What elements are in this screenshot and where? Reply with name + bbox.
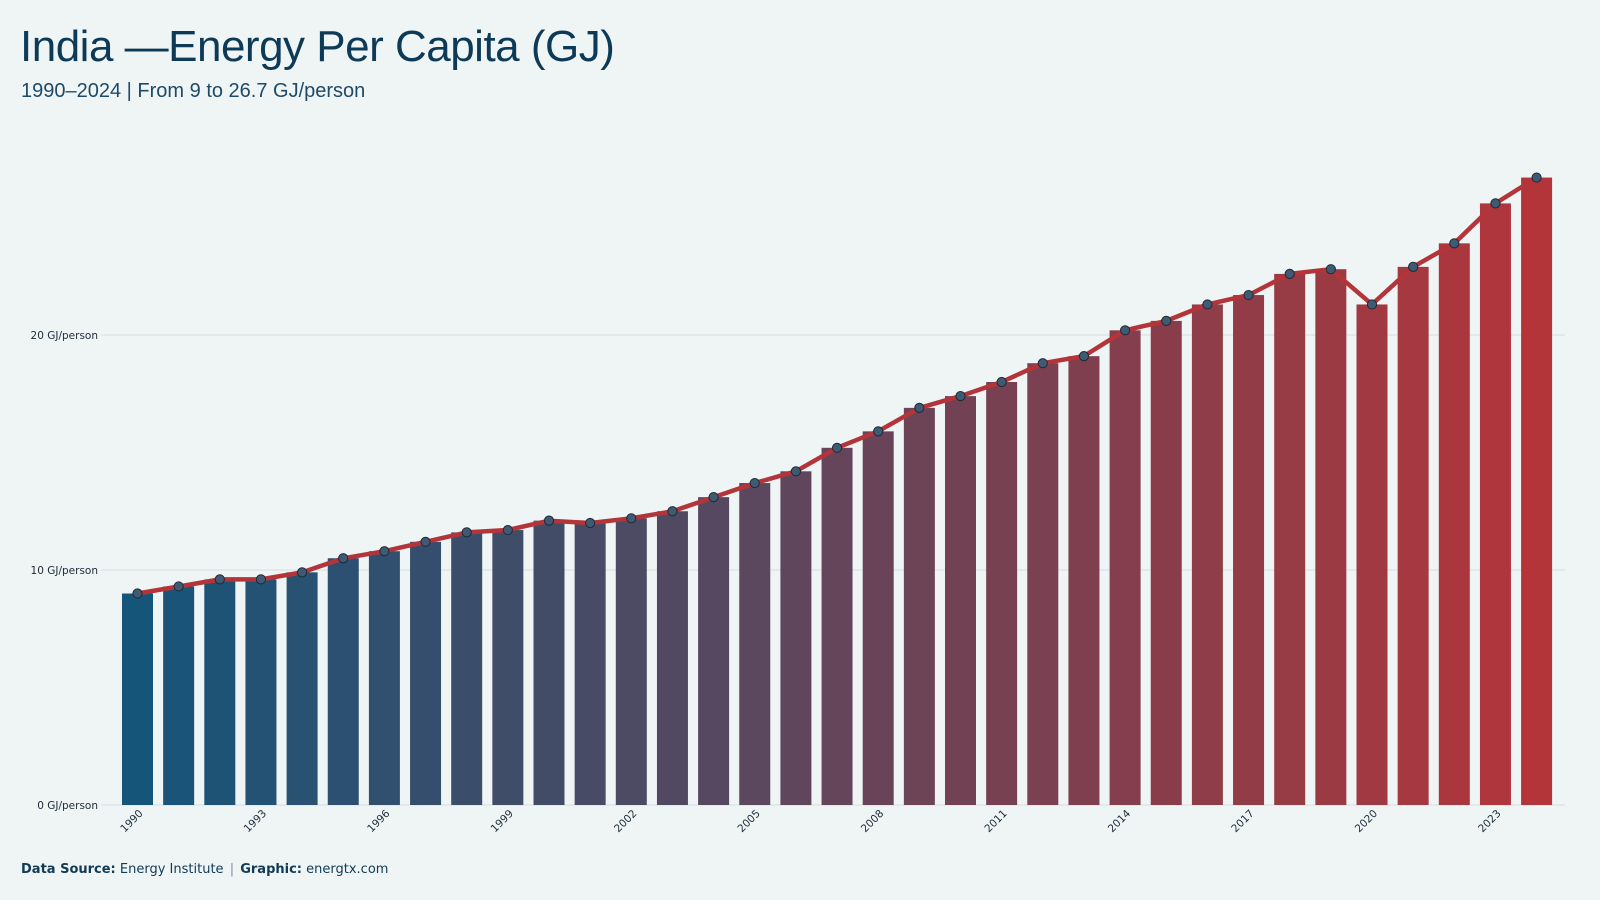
bar-2011 bbox=[986, 382, 1018, 805]
marker-2012 bbox=[1037, 358, 1048, 369]
x-axis-ticks: 1990 1993 1996 1999 2002 2005 2008 2011 2014 2017… bbox=[118, 807, 1503, 835]
bar-2007 bbox=[821, 447, 853, 805]
chart-subtitle: 1990–2024 | From 9 to 26.7 GJ/person bbox=[21, 80, 366, 102]
bar-1991 bbox=[163, 586, 195, 805]
marker-2013 bbox=[1078, 351, 1090, 362]
bar-2016 bbox=[1191, 304, 1223, 805]
bar-2022 bbox=[1438, 243, 1470, 806]
x-tick-label: 1999 bbox=[489, 808, 516, 835]
bar-2008 bbox=[862, 431, 894, 805]
marker-1991 bbox=[173, 581, 184, 592]
marker-2007 bbox=[831, 442, 843, 453]
marker-1993 bbox=[255, 574, 267, 585]
source-value: Energy Institute bbox=[119, 862, 224, 877]
marker-2018 bbox=[1284, 268, 1295, 279]
bars bbox=[122, 177, 1553, 806]
marker-2024 bbox=[1531, 172, 1542, 183]
marker-1999 bbox=[502, 524, 513, 536]
y-axis-ticks: 0 GJ/person 10 GJ/person 20 GJ/person bbox=[31, 330, 98, 812]
marker-2009 bbox=[914, 402, 925, 413]
markers bbox=[132, 172, 1542, 599]
marker-2001 bbox=[585, 517, 596, 529]
marker-2014 bbox=[1120, 325, 1131, 336]
marker-2017 bbox=[1243, 289, 1254, 301]
marker-2008 bbox=[873, 426, 884, 437]
x-tick-label: 2017 bbox=[1229, 808, 1256, 835]
marker-2005 bbox=[749, 477, 760, 489]
bar-2003 bbox=[656, 511, 688, 805]
bar-2021 bbox=[1397, 266, 1429, 806]
bar-1995 bbox=[327, 558, 359, 805]
bar-1994 bbox=[286, 572, 318, 805]
graphic-label: Graphic: bbox=[240, 862, 302, 877]
bar-1999 bbox=[492, 530, 524, 805]
marker-2000 bbox=[543, 515, 555, 526]
bar-2010 bbox=[945, 396, 976, 805]
bar-2023 bbox=[1479, 203, 1511, 805]
x-tick-label: 2005 bbox=[735, 808, 762, 835]
marker-2006 bbox=[790, 466, 802, 477]
marker-2022 bbox=[1449, 238, 1460, 249]
x-tick-label: 2008 bbox=[859, 808, 886, 835]
marker-2016 bbox=[1202, 299, 1213, 310]
bar-2013 bbox=[1068, 356, 1100, 805]
x-tick-label: 1990 bbox=[118, 808, 145, 835]
marker-2002 bbox=[626, 513, 637, 524]
bar-1997 bbox=[410, 541, 442, 805]
x-tick-label: 2002 bbox=[612, 808, 639, 835]
bar-1990 bbox=[122, 593, 153, 805]
bar-2015 bbox=[1150, 320, 1182, 805]
marker-1996 bbox=[379, 546, 390, 557]
marker-2020 bbox=[1366, 299, 1378, 310]
source-label: Data Source: bbox=[21, 862, 116, 877]
y-tick-label: 20 GJ/person bbox=[31, 330, 98, 342]
bar-1992 bbox=[204, 579, 236, 805]
marker-2023 bbox=[1490, 198, 1501, 209]
bar-2005 bbox=[739, 483, 771, 805]
bar-2002 bbox=[615, 518, 647, 805]
bar-2009 bbox=[903, 407, 935, 805]
bar-2019 bbox=[1315, 269, 1347, 805]
bar-1993 bbox=[245, 579, 277, 805]
marker-2003 bbox=[667, 506, 678, 517]
x-tick-label: 1996 bbox=[365, 807, 393, 835]
bar-2017 bbox=[1233, 295, 1265, 805]
x-tick-label: 2011 bbox=[982, 808, 1009, 835]
marker-1990 bbox=[132, 588, 143, 599]
marker-1997 bbox=[420, 536, 431, 547]
marker-1995 bbox=[338, 553, 349, 564]
marker-2004 bbox=[708, 492, 719, 503]
x-tick-label: 2023 bbox=[1476, 808, 1503, 835]
y-tick-label: 0 GJ/person bbox=[37, 800, 98, 812]
y-tick-label: 10 GJ/person bbox=[31, 565, 98, 577]
x-tick-label: 2014 bbox=[1106, 807, 1134, 835]
bar-2020 bbox=[1356, 304, 1388, 805]
bar-1996 bbox=[368, 551, 400, 805]
bar-2004 bbox=[698, 497, 730, 805]
x-tick-label: 2020 bbox=[1353, 808, 1380, 835]
bar-2018 bbox=[1274, 273, 1306, 805]
marker-2021 bbox=[1408, 261, 1419, 272]
marker-1992 bbox=[214, 574, 225, 585]
bar-2001 bbox=[574, 523, 606, 805]
bar-1998 bbox=[451, 532, 483, 805]
chart-title: India —Energy Per Capita (GJ) bbox=[20, 22, 615, 71]
marker-2015 bbox=[1161, 315, 1172, 326]
bar-2000 bbox=[533, 520, 565, 805]
bar-2006 bbox=[780, 471, 812, 805]
bar-2012 bbox=[1027, 363, 1059, 805]
marker-2011 bbox=[996, 376, 1007, 388]
graphic-value: energtx.com bbox=[306, 862, 389, 877]
marker-1994 bbox=[297, 567, 308, 578]
footer-separator: | bbox=[229, 862, 235, 877]
bar-2024 bbox=[1521, 177, 1553, 806]
footer-credits: Data Source: Energy Institute | Graphic:… bbox=[21, 862, 388, 877]
marker-1998 bbox=[461, 527, 472, 538]
marker-2019 bbox=[1325, 264, 1336, 275]
marker-2010 bbox=[955, 391, 966, 402]
x-tick-label: 1993 bbox=[242, 808, 269, 835]
bar-2014 bbox=[1109, 330, 1141, 805]
